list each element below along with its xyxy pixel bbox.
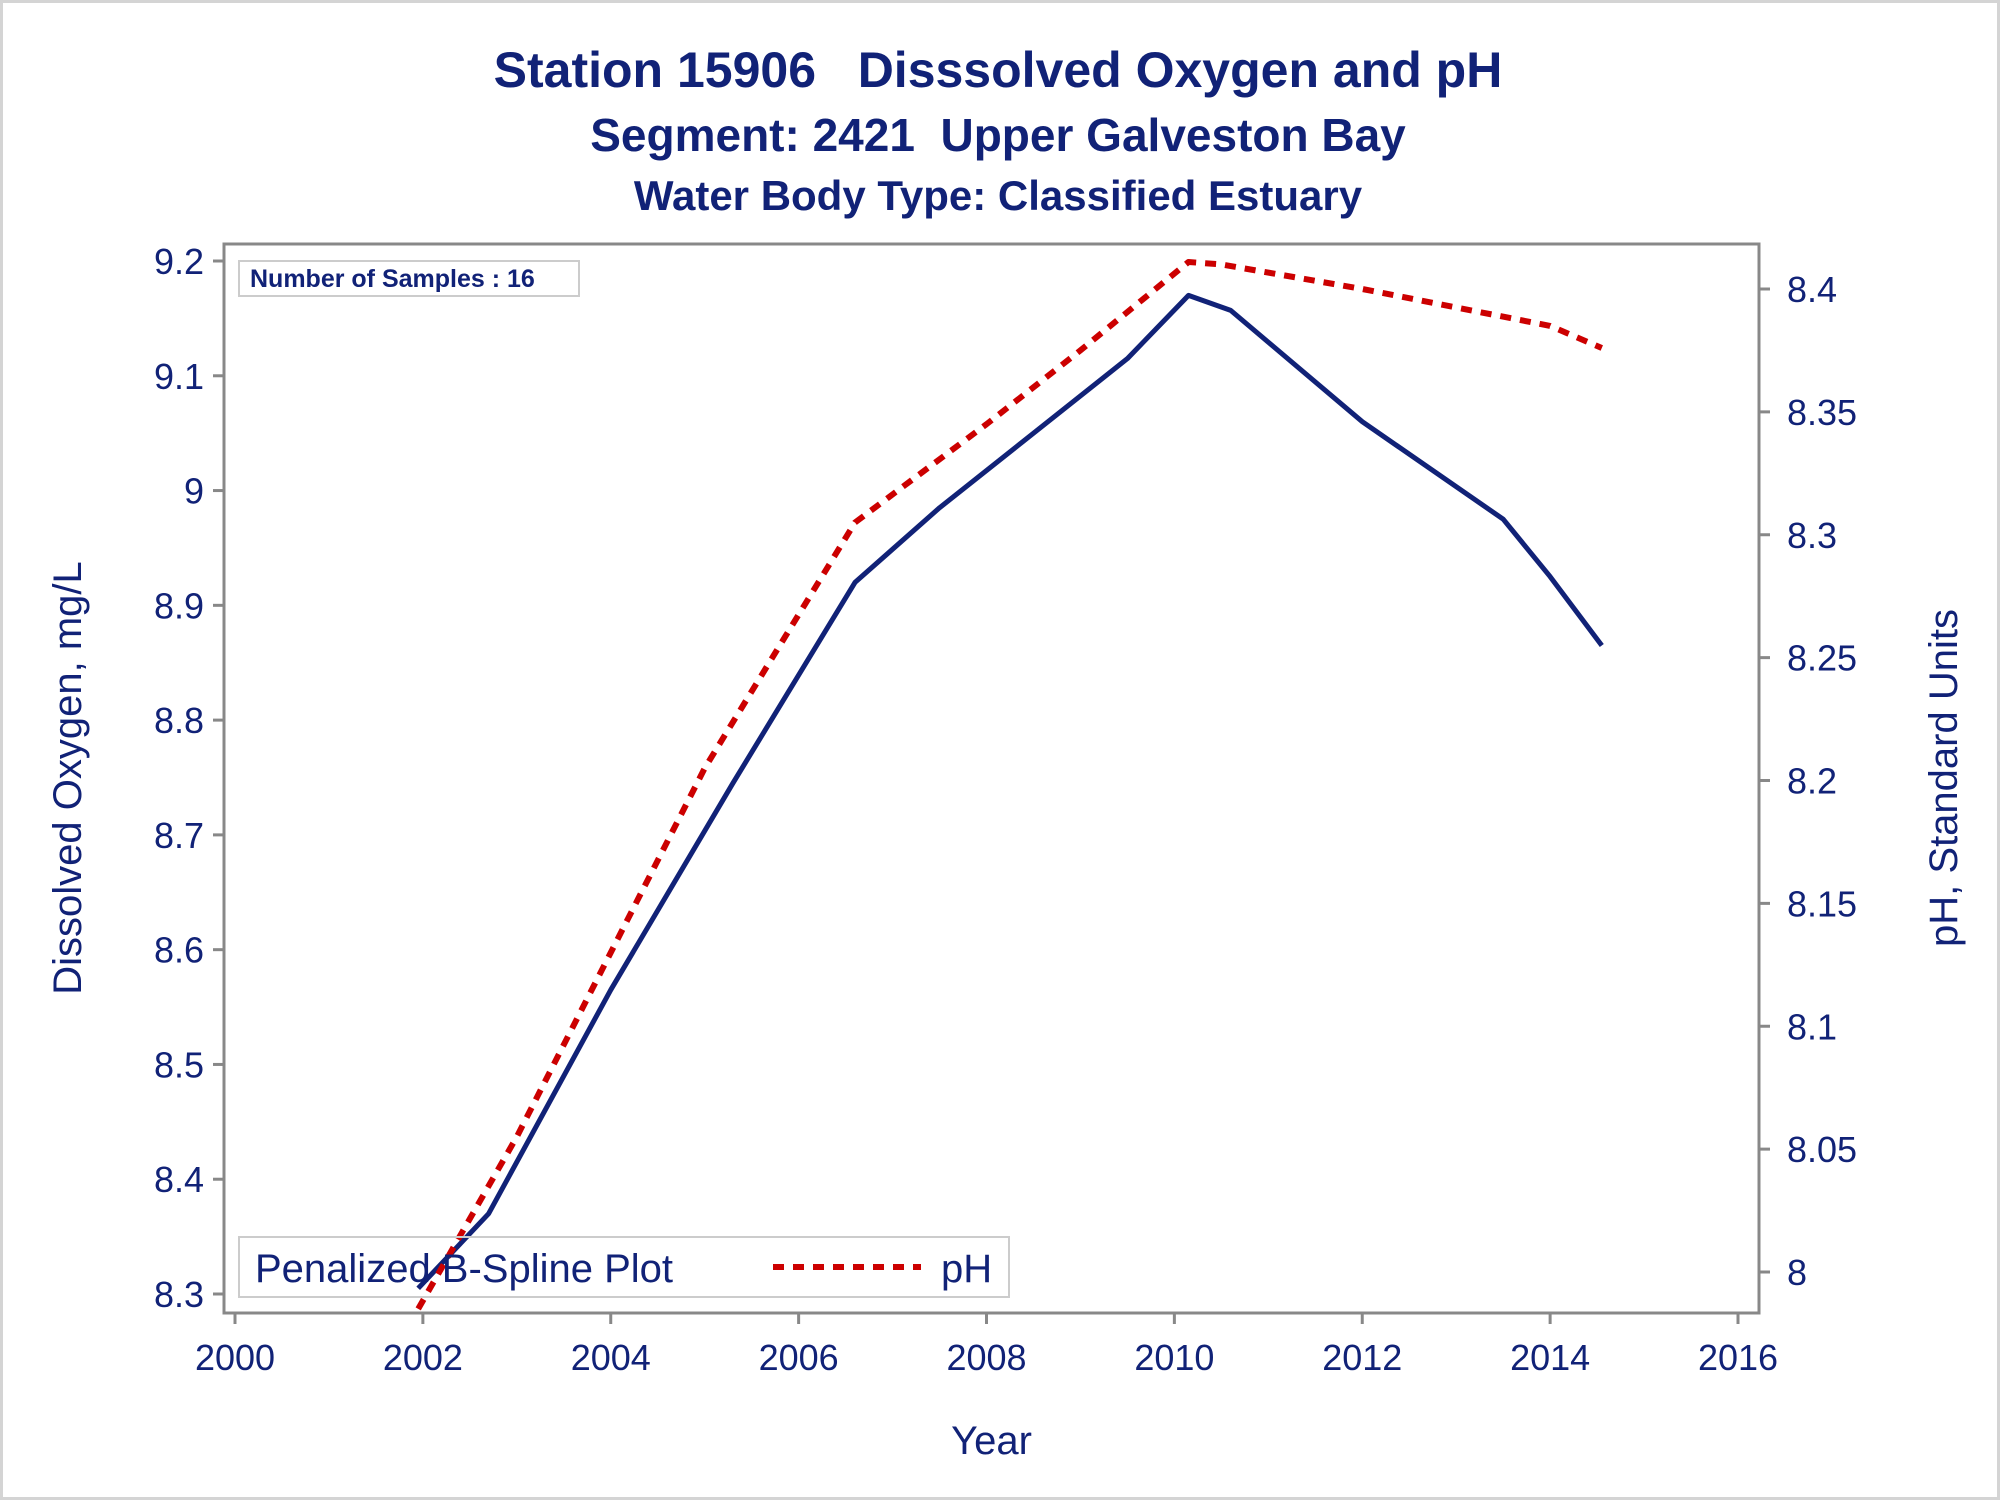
x-axis: 2000 2002 2004 2006 2008 2010 2012 2014 2016 [195, 1313, 1778, 1378]
x-tick-label: 2000 [195, 1337, 275, 1378]
legend-box [238, 1236, 1010, 1298]
y2-tick-label: 8.25 [1787, 638, 1857, 679]
x-tick-label: 2012 [1322, 1337, 1402, 1378]
chart-subtitle: Segment: 2421 Upper Galveston Bay [590, 109, 1406, 161]
y2-tick-label: 8.3 [1787, 515, 1837, 556]
y-tick-label: 9 [184, 471, 204, 512]
y2-tick-label: 8.15 [1787, 883, 1857, 924]
series-line-ph [415, 259, 1603, 1311]
y-axis-left: 8.3 8.4 8.5 8.6 8.7 8.8 8.9 9 9.1 9.2 [154, 241, 224, 1315]
y-tick-label: 8.8 [154, 700, 204, 741]
y-axis-label: Dissolved Oxygen, mg/L [46, 561, 90, 995]
legend-title: Penalized B-Spline Plot [255, 1247, 673, 1291]
y2-tick-label: 8.05 [1787, 1129, 1857, 1170]
y-axis-right: 8 8.05 8.1 8.15 8.2 8.25 8.3 8.35 8.4 [1759, 269, 1857, 1293]
chart-svg: Station 15906 Disssolved Oxygen and pH S… [46, 42, 1966, 1463]
x-axis-label: Year [951, 1419, 1032, 1463]
x-tick-label: 2014 [1510, 1337, 1590, 1378]
y2-tick-label: 8.2 [1787, 761, 1837, 802]
sample-count-box [238, 260, 580, 297]
y2-tick-label: 8.35 [1787, 392, 1857, 433]
x-tick-label: 2006 [759, 1337, 839, 1378]
y2-axis-label: pH, Standard Units [1922, 609, 1966, 947]
y-tick-label: 8.7 [154, 815, 204, 856]
plot-area-frame [222, 242, 1761, 1315]
x-tick-label: 2002 [383, 1337, 463, 1378]
x-tick-label: 2016 [1698, 1337, 1778, 1378]
legend-label-ph: pH [941, 1247, 992, 1291]
chart-title: Station 15906 Disssolved Oxygen and pH [494, 42, 1503, 98]
series-line-dissolved-oxygen [416, 292, 1604, 1291]
y2-tick-label: 8 [1787, 1252, 1807, 1293]
y-tick-label: 8.6 [154, 930, 204, 971]
y-tick-label: 8.9 [154, 585, 204, 626]
x-tick-label: 2008 [946, 1337, 1026, 1378]
y-tick-label: 8.5 [154, 1044, 204, 1085]
y2-tick-label: 8.4 [1787, 269, 1837, 310]
y-tick-label: 8.4 [154, 1159, 204, 1200]
y2-tick-label: 8.1 [1787, 1006, 1837, 1047]
x-tick-label: 2010 [1134, 1337, 1214, 1378]
chart-subtitle-water-body: Water Body Type: Classified Estuary [634, 172, 1363, 219]
y-tick-label: 9.2 [154, 241, 204, 282]
sample-count-text: Number of Samples : 16 [250, 265, 535, 293]
y-tick-label: 9.1 [154, 356, 204, 397]
series-layer [415, 259, 1604, 1311]
y-tick-label: 8.3 [154, 1274, 204, 1315]
x-tick-label: 2004 [571, 1337, 651, 1378]
